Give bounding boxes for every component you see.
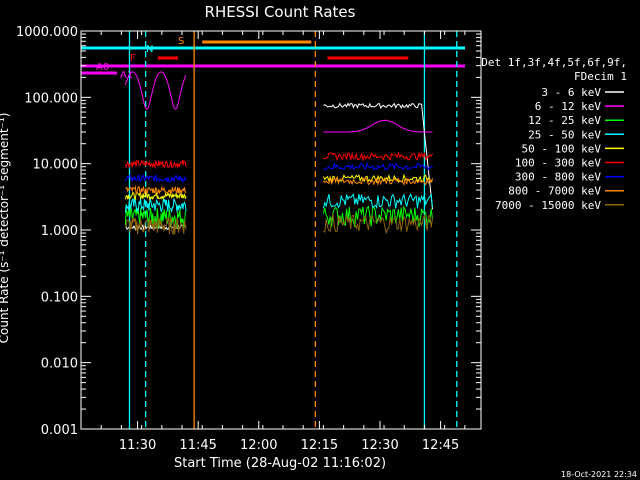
series-line-12-25keV xyxy=(124,206,187,230)
legend-label: 50 - 100 keV xyxy=(522,142,602,155)
series-line-50-100keV xyxy=(322,173,433,184)
x-tick-label: 12:00 xyxy=(240,438,277,453)
series-line-800-7000keV xyxy=(322,176,433,187)
series-line-25-50keV xyxy=(322,193,433,210)
x-tick-label: 11:45 xyxy=(179,438,216,453)
flag-label-F: F xyxy=(130,53,136,64)
legend-label: 7000 - 15000 keV xyxy=(495,199,601,212)
series-line-25-50keV xyxy=(124,197,187,213)
series-line-7000-15000keV xyxy=(323,213,433,235)
legend-label: 25 - 50 keV xyxy=(528,128,601,141)
legend-label: 100 - 300 keV xyxy=(515,157,601,170)
timestamp: 18-Oct-2021 22:34 xyxy=(561,470,637,479)
series-line-100-300keV xyxy=(124,159,187,170)
series-line-3-6keV xyxy=(323,102,433,210)
series-line-6-12keV xyxy=(124,71,187,110)
series-line-300-800keV xyxy=(124,173,187,184)
legend-label: 300 - 800 keV xyxy=(515,171,601,184)
legend-label: 6 - 12 keV xyxy=(535,100,602,113)
legend-header: FDecim 1 xyxy=(574,70,627,83)
y-tick-label: 100.000 xyxy=(24,91,78,106)
x-tick-label: 12:30 xyxy=(361,438,398,453)
flag-label-N: N xyxy=(146,44,153,55)
flag-markers: A0 A1 FN S xyxy=(81,31,465,429)
series-line-6-12keV xyxy=(323,119,433,133)
legend-label: 3 - 6 keV xyxy=(541,86,601,99)
y-tick-label: 0.001 xyxy=(41,423,78,438)
x-tick-label: 12:15 xyxy=(301,438,338,453)
x-axis-label: Start Time (28-Aug-02 11:16:02) xyxy=(174,456,386,471)
legend-label: 800 - 7000 keV xyxy=(508,185,601,198)
y-tick-label: 10.000 xyxy=(33,158,79,173)
series-line-7000-15000keV xyxy=(124,217,187,235)
series-line-50-100keV xyxy=(124,190,187,202)
axes: 11:30 11:45 12:00 12:15 12:30 12:45 0.001 0.010… xyxy=(16,25,482,453)
y-tick-label: 0.100 xyxy=(41,290,78,305)
series-line-100-300keV xyxy=(323,151,433,162)
x-tick-label: 12:45 xyxy=(422,438,459,453)
flag-label-S: S xyxy=(178,36,184,47)
flag-label-A1: A1 xyxy=(120,70,133,81)
chart-title: RHESSI Count Rates xyxy=(205,3,356,21)
x-tick-label: 11:30 xyxy=(119,438,156,453)
series-lines xyxy=(124,71,433,235)
y-tick-label: 0.010 xyxy=(41,357,78,372)
legend-header: Det 1f,3f,4f,5f,6f,9f, xyxy=(481,56,627,69)
y-tick-label: 1000.000 xyxy=(16,25,78,40)
y-axis-label: Count Rate (s⁻¹ detector⁻¹ segment⁻¹) xyxy=(0,113,11,344)
legend: Det 1f,3f,4f,5f,6f,9f,FDecim 1 3 - 6 keV6… xyxy=(481,56,627,212)
flag-label-A0: A0 xyxy=(96,62,109,73)
series-line-800-7000keV xyxy=(125,185,187,196)
y-tick-label: 1.000 xyxy=(41,224,78,239)
series-line-300-800keV xyxy=(323,161,433,171)
legend-label: 12 - 25 keV xyxy=(528,114,601,127)
